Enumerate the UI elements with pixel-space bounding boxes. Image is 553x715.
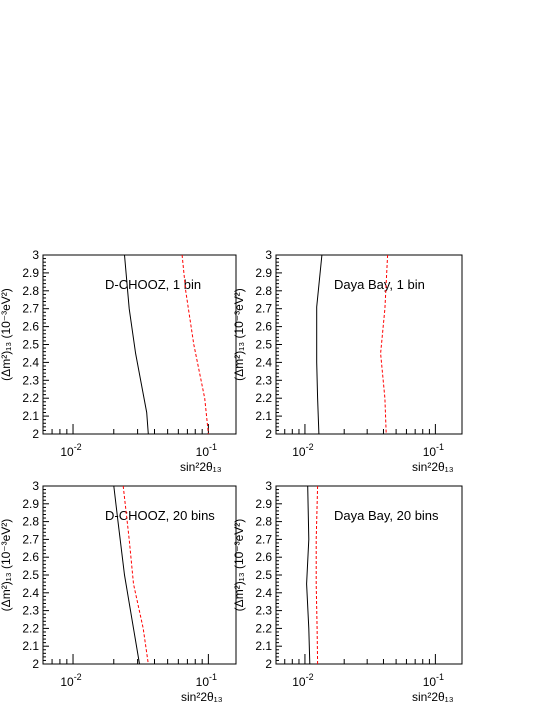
x-tick-label: 10-1 <box>196 442 217 459</box>
x-tick-label: 10-1 <box>196 672 217 689</box>
x-tick-label: 10-2 <box>292 672 313 689</box>
y-tick-label: 3 <box>265 248 272 262</box>
y-tick-label: 2.2 <box>22 391 39 405</box>
y-tick-label: 2.2 <box>255 621 272 635</box>
series-line-dashed <box>181 254 209 435</box>
y-tick-label: 3 <box>32 479 39 493</box>
series-line-dashed <box>122 485 149 665</box>
x-axis-title: sin²2θ₁₃ <box>412 460 454 474</box>
y-tick-label: 2.5 <box>22 568 39 582</box>
y-tick-label: 2.6 <box>255 550 272 564</box>
y-tick-label: 2.7 <box>22 302 39 316</box>
y-tick-label: 2 <box>32 657 39 671</box>
chart-panel-1: 2 2.1 2.2 2.3 2.4 2.5 2.6 2.7 2.8 2.9 3 10-2 10-1sin… <box>0 248 237 474</box>
series-line-solid <box>124 254 149 435</box>
chart-panel-2: 2 2.1 2.2 2.3 2.4 2.5 2.6 2.7 2.8 2.9 3 10-2 10-1sin… <box>232 248 463 474</box>
y-tick-label: 3 <box>32 248 39 262</box>
x-tick-label: 10-2 <box>60 672 81 689</box>
y-tick-label: 2.3 <box>22 604 39 618</box>
series-line-dashed <box>315 485 319 665</box>
x-tick-label: 10-1 <box>423 442 444 459</box>
y-tick-label: 2.1 <box>255 409 272 423</box>
y-tick-label: 2.3 <box>255 604 272 618</box>
series-line-solid <box>306 485 311 665</box>
y-tick-label: 2.3 <box>255 373 272 387</box>
panel-annotation: Daya Bay, 20 bins <box>334 508 439 523</box>
y-tick-label: 2.9 <box>22 266 39 280</box>
y-tick-label: 2.1 <box>22 409 39 423</box>
series-line-solid <box>316 254 323 435</box>
y-tick-label: 2.7 <box>255 302 272 316</box>
y-tick-label: 3 <box>265 479 272 493</box>
x-tick-label: 10-2 <box>60 442 81 459</box>
y-tick-label: 2.2 <box>255 391 272 405</box>
chart-panel-3: 2 2.1 2.2 2.3 2.4 2.5 2.6 2.7 2.8 2.9 3 10-2 10-1sin… <box>0 479 237 704</box>
y-axis-title: (Δm²)₁₃ (10⁻³eV²) <box>0 288 13 381</box>
panel-annotation: D-CHOOZ, 1 bin <box>105 277 201 292</box>
y-tick-label: 2.1 <box>22 639 39 653</box>
y-tick-label: 2.8 <box>255 284 272 298</box>
y-axis-title: (Δm²)₁₃ (10⁻³eV²) <box>232 519 246 612</box>
x-axis-title: sin²2θ₁₃ <box>180 460 222 474</box>
chart-panel-4: 2 2.1 2.2 2.3 2.4 2.5 2.6 2.7 2.8 2.9 3 10-2 10-1sin… <box>232 479 463 704</box>
y-tick-label: 2 <box>265 657 272 671</box>
x-axis-title: sin²2θ₁₃ <box>181 690 223 704</box>
y-tick-label: 2.9 <box>255 497 272 511</box>
y-tick-label: 2.7 <box>255 532 272 546</box>
x-tick-label: 10-2 <box>292 442 313 459</box>
y-tick-label: 2.6 <box>22 550 39 564</box>
panel-annotation: Daya Bay, 1 bin <box>334 277 425 292</box>
y-tick-label: 2.9 <box>255 266 272 280</box>
y-tick-label: 2.8 <box>22 284 39 298</box>
y-tick-label: 2.2 <box>22 621 39 635</box>
y-tick-label: 2 <box>32 427 39 441</box>
y-tick-label: 2.4 <box>255 355 272 369</box>
y-tick-label: 2.6 <box>255 320 272 334</box>
series-line-solid <box>113 485 140 665</box>
y-tick-label: 2.5 <box>255 338 272 352</box>
x-axis-title: sin²2θ₁₃ <box>412 690 454 704</box>
y-tick-label: 2.5 <box>22 338 39 352</box>
panel-annotation: D-CHOOZ, 20 bins <box>105 508 215 523</box>
y-tick-label: 2.5 <box>255 568 272 582</box>
y-tick-label: 2.7 <box>22 532 39 546</box>
x-tick-label: 10-1 <box>423 672 444 689</box>
y-tick-label: 2.4 <box>22 586 39 600</box>
y-tick-label: 2.9 <box>22 497 39 511</box>
y-tick-label: 2 <box>265 427 272 441</box>
y-tick-label: 2.8 <box>22 515 39 529</box>
y-tick-label: 2.6 <box>22 320 39 334</box>
y-tick-label: 2.1 <box>255 639 272 653</box>
y-tick-label: 2.8 <box>255 515 272 529</box>
y-tick-label: 2.3 <box>22 373 39 387</box>
y-axis-title: (Δm²)₁₃ (10⁻³eV²) <box>232 288 246 381</box>
y-tick-label: 2.4 <box>255 586 272 600</box>
y-tick-label: 2.4 <box>22 355 39 369</box>
series-line-dashed <box>380 254 389 435</box>
y-axis-title: (Δm²)₁₃ (10⁻³eV²) <box>0 519 13 612</box>
